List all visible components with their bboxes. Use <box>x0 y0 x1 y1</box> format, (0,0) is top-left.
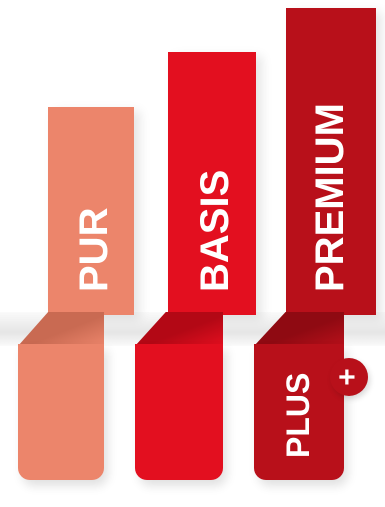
tier-premium-upper <box>286 8 376 315</box>
tier-premium-lower <box>254 344 344 480</box>
tier-basis-label: BASIS <box>193 169 237 292</box>
tier-basis-lower <box>135 344 223 480</box>
tier-basis-upper <box>168 52 256 315</box>
tier-basis-fold <box>135 312 223 346</box>
tier-premium-label: PREMIUM <box>308 103 352 292</box>
premium-plus-label: PLUS <box>280 372 316 458</box>
tier-pur-upper <box>48 107 134 315</box>
plus-icon: + <box>330 368 364 386</box>
tier-pur-fold <box>18 312 104 346</box>
tier-basis-ribbon: BASIS <box>135 0 256 480</box>
tier-premium-fold <box>254 312 344 346</box>
tier-pur-ribbon: PUR <box>18 0 134 480</box>
tier-pur-label: PUR <box>72 207 116 292</box>
premium-plus-tab: + <box>330 358 368 396</box>
tier-pur-lower <box>18 344 104 480</box>
tier-premium-ribbon: PREMIUM PLUS <box>254 0 376 480</box>
